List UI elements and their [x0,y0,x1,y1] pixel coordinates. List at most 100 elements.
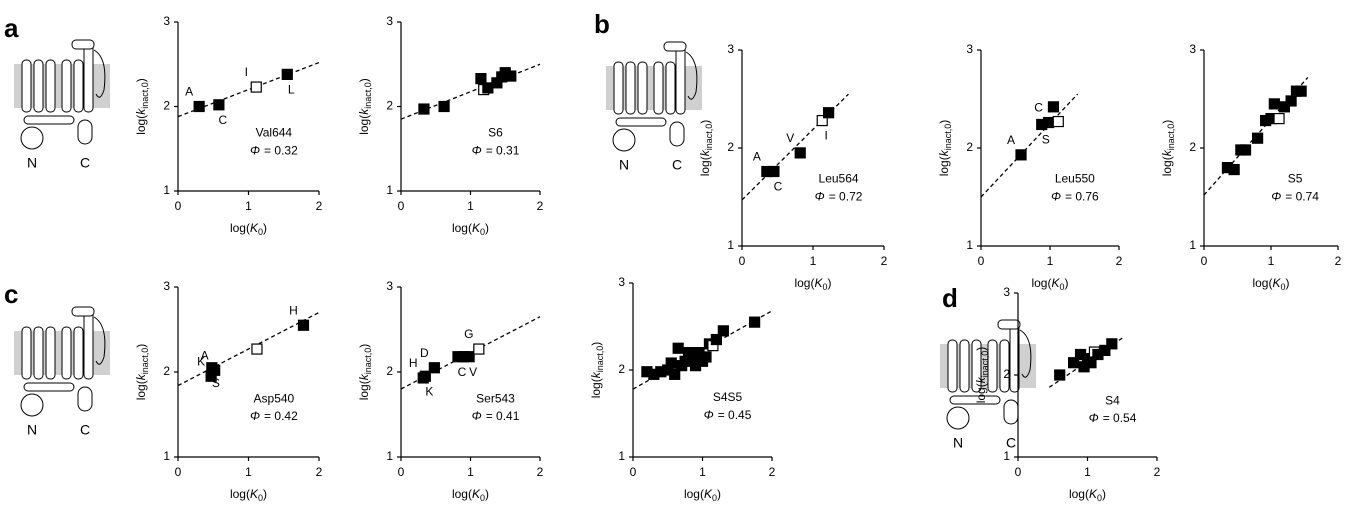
helix [83,39,94,113]
phi-value: Φ = 0.31 [472,144,520,158]
helix [33,59,44,113]
y-label-part: log( [134,115,148,135]
y-label-part: inact,0 [140,82,150,109]
x-label-part: 0 [1097,493,1102,503]
y-tick-label: 1 [163,449,170,463]
x-label-part: ) [263,487,267,501]
helix [675,41,686,115]
phi-text: = 0.42 [264,409,298,423]
data-point [700,351,712,363]
y-tick-label: 1 [618,449,625,463]
helix [625,61,636,115]
data-point [1106,338,1118,350]
domain [77,386,93,412]
y-tick-label: 1 [386,183,393,197]
y-tick-label: 1 [386,449,393,463]
data-point [1052,115,1064,128]
phi-symbol: Φ [472,409,482,423]
y-label-part: k [357,108,371,115]
data-point [1043,116,1055,129]
point-label: V [786,131,794,145]
y-tick-label: 3 [163,279,170,293]
y-tick-label: 2 [163,99,170,113]
helix [45,326,56,380]
x-tick-label: 2 [537,465,544,479]
y-tick-label: 2 [966,140,973,154]
x-label-part: log( [452,487,472,501]
loop [93,49,106,98]
helix [637,61,648,115]
y-label-part: inact,0 [363,348,373,375]
y-label-part: ) [1160,120,1174,124]
panel-letter: b [594,9,610,39]
data-point [669,368,681,380]
x-tick-label: 1 [245,465,252,479]
panel-letter: d [942,283,958,313]
phi-symbol: Φ [250,144,260,158]
n-terminus-label: N [619,157,629,173]
point-label: A [201,348,209,362]
y-axis-label: log(kinact,0) [357,344,373,401]
helix [71,39,95,50]
domain [20,126,44,150]
y-label-part: log( [134,380,148,400]
helix [615,117,667,127]
x-tick-label: 0 [1201,254,1208,268]
point-label: K [425,384,433,398]
y-axis-label: log(kinact,0) [1160,120,1176,177]
point-label: D [420,346,429,360]
n-terminus-label: N [953,435,963,451]
x-label-part: ) [717,487,721,501]
data-point [1015,149,1027,161]
x-label-part: 0 [480,227,485,237]
panel-name: Val644 [256,126,293,140]
x-axis-label: log(K0) [684,487,721,503]
x-label-part: ) [485,221,489,235]
x-tick-label: 0 [739,254,746,268]
helix [21,326,32,380]
x-label-part: log( [794,276,814,290]
y-label-part: k [974,376,988,383]
phi-symbol: Φ [1271,190,1281,204]
y-tick-label: 1 [1003,449,1010,463]
x-tick-label: 2 [316,465,323,479]
y-tick-label: 1 [163,183,170,197]
data-point [1228,163,1240,176]
phi-text: = 0.74 [1285,190,1319,204]
panel-name: S6 [488,126,503,140]
point-label: A [185,85,193,99]
y-axis-label: log(kinact,0) [357,78,373,135]
y-tick-label: 2 [386,99,393,113]
helix [947,339,958,393]
n-terminus-label: N [27,155,37,171]
y-axis-label: log(kinact,0) [134,78,150,135]
y-label-part: inact,0 [980,351,990,378]
x-tick-label: 2 [316,199,323,213]
data-point [438,100,450,113]
phi-text: = 0.32 [264,144,298,158]
domain [946,406,970,430]
x-tick-label: 1 [1047,254,1054,268]
x-label-part: K [250,221,259,235]
y-tick-label: 3 [727,42,734,56]
x-axis-label: log(K0) [230,221,267,237]
x-tick-label: 1 [245,199,252,213]
y-tick-label: 2 [163,364,170,378]
x-tick-label: 1 [467,465,474,479]
helix [83,306,94,380]
data-point [1054,369,1066,381]
x-tick-label: 2 [537,199,544,213]
n-terminus-label: N [27,422,37,438]
y-label-part: ) [134,78,148,82]
y-axis-label: log(kinact,0) [589,342,605,399]
c-terminus-label: C [672,157,682,173]
panel-name: S5 [1288,172,1303,186]
panel-name: Leu564 [819,172,859,186]
point-label: I [245,65,248,79]
x-tick-label: 1 [699,465,706,479]
y-tick-label: 3 [386,14,393,28]
data-point [473,343,485,355]
point-label: V [469,365,477,379]
y-tick-label: 3 [163,14,170,28]
